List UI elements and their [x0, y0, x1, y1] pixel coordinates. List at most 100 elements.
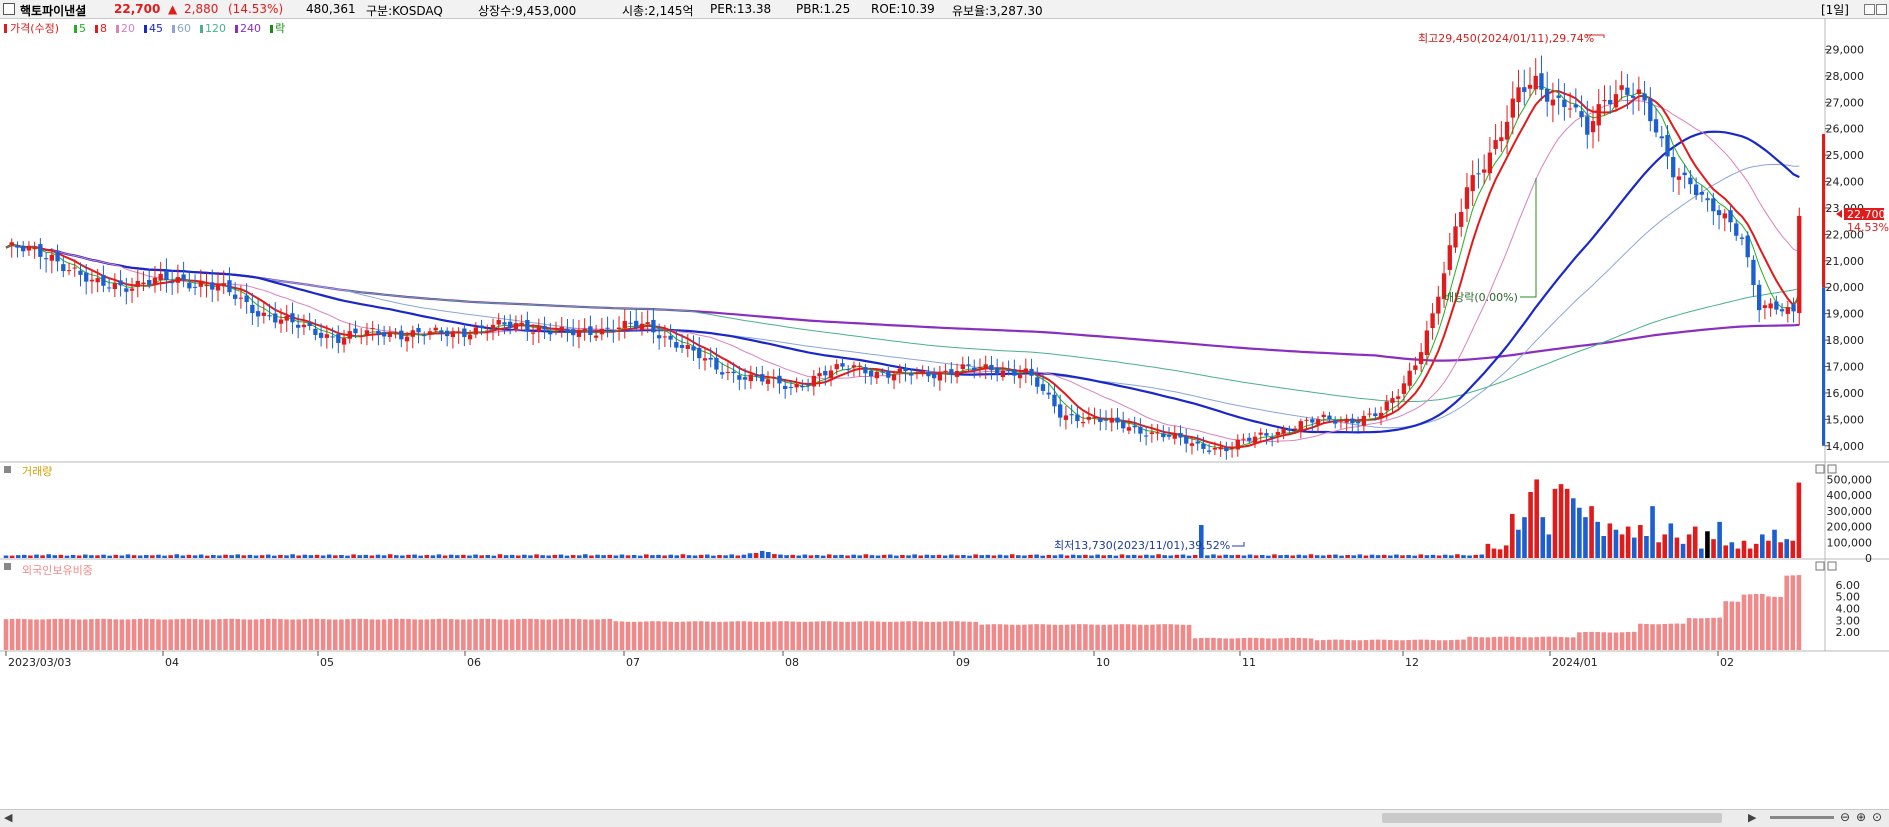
foreign-ratio-bar: [52, 618, 58, 650]
zoom-slider[interactable]: [1770, 816, 1834, 819]
candle-body: [1648, 99, 1653, 122]
foreign-ratio-bar: [717, 621, 722, 650]
volume-tick-label: 300,000: [1827, 505, 1873, 518]
foreign-ratio-bar: [753, 621, 759, 650]
volume-bar: [70, 555, 76, 558]
candle-body: [250, 304, 255, 313]
legend-ma-swatch: [116, 25, 119, 33]
foreign-ratio-bar: [906, 621, 911, 650]
close-icon[interactable]: [1876, 4, 1887, 15]
volume-bar: [1125, 555, 1131, 558]
volume-bar: [320, 555, 326, 558]
volume-bar: [308, 555, 314, 558]
foreign-ratio-bar: [686, 621, 692, 650]
foreign-panel-title: 외국인보유비중: [22, 564, 93, 577]
volume-bar: [674, 555, 680, 558]
ma-5-line: [5, 85, 1800, 450]
candle-body: [742, 377, 748, 380]
legend-ma-20: 20: [121, 22, 135, 35]
foreign-ratio-bar: [369, 619, 375, 650]
candle-body: [66, 270, 72, 272]
volume-bar: [900, 555, 905, 558]
reserve-ratio: 유보율:3,287.30: [952, 4, 1043, 18]
volume-bar: [1613, 529, 1619, 558]
volume-bar: [1223, 554, 1228, 558]
volume-bar: [107, 555, 112, 558]
zoom-reset-icon[interactable]: ⊙: [1872, 810, 1883, 824]
candle-body: [525, 320, 530, 332]
candle-body: [101, 274, 106, 286]
ex-div-pointer: [1520, 178, 1537, 298]
volume-bar: [1442, 554, 1448, 558]
volume-bar: [1290, 555, 1296, 558]
stock-chart[interactable]: 14,000 15,000 16,000 17,000 18,000 19,000 20,0…: [0, 18, 1889, 809]
date-tick-label: 09: [956, 656, 970, 669]
volume-bar: [46, 554, 51, 558]
horizontal-scrollbar[interactable]: ◀ ▶ ⊖ ⊕ ⊙: [0, 809, 1889, 827]
price-tick-label: 21,000: [1826, 255, 1865, 268]
foreign-ratio-bar: [698, 621, 704, 650]
foreign-ratio-bar: [162, 619, 167, 650]
stock-name[interactable]: 핵토파이낸셜: [20, 4, 87, 18]
candle-body: [536, 327, 541, 332]
candle-body: [38, 244, 43, 257]
select-checkbox[interactable]: [3, 3, 15, 15]
zoom-in-icon[interactable]: ⊕: [1856, 810, 1867, 824]
candle-body: [691, 346, 696, 351]
volume-bar: [1503, 545, 1509, 558]
foreign-ratio-bar: [40, 619, 45, 650]
candle-body: [897, 368, 902, 373]
candle-body: [9, 242, 14, 246]
scroll-thumb[interactable]: [1382, 813, 1722, 823]
volume-bar: [1314, 555, 1320, 558]
candle-body: [1476, 173, 1481, 175]
price-tag-pointer: [1836, 210, 1842, 218]
foreign-ratio-bar: [662, 621, 667, 650]
candle-body: [1619, 85, 1624, 90]
scroll-right-icon[interactable]: ▶: [1748, 811, 1757, 824]
legend-ma-8: 8: [100, 22, 107, 35]
candle-body: [233, 294, 238, 299]
foreign-ratio-bar: [89, 619, 94, 650]
candle-body: [508, 321, 513, 328]
volume-bar: [34, 554, 39, 558]
candle-body: [1080, 421, 1086, 424]
foreign-ratio-bar: [546, 619, 552, 650]
candle-body: [364, 330, 370, 335]
foreign-ratio-bar: [442, 618, 448, 650]
period-selector[interactable]: [1일]: [1820, 3, 1849, 17]
candle-body: [1075, 414, 1080, 422]
candle-body: [1063, 415, 1069, 420]
moving-average-lines: [5, 85, 1801, 450]
volume-bars: [3, 479, 1802, 558]
scroll-left-icon[interactable]: ◀: [4, 811, 13, 824]
foreign-ratio-bar: [82, 619, 88, 650]
volume-bar: [1729, 542, 1735, 558]
foreign-ratio-bar: [1278, 638, 1283, 650]
candle-body: [1722, 213, 1727, 219]
foreign-ratio-bar: [711, 621, 716, 650]
candle-body: [851, 365, 857, 368]
foreign-ratio-bar: [613, 621, 619, 650]
foreign-ratio-bar: [784, 621, 789, 650]
foreign-ratio-bar: [1284, 637, 1289, 650]
foreign-ratio-bar: [1577, 632, 1582, 650]
minimize-icon[interactable]: [1864, 4, 1875, 15]
candle-body: [616, 327, 622, 330]
candle-body: [227, 280, 232, 293]
foreign-ratio-bar: [1119, 624, 1125, 650]
volume-bar: [668, 554, 674, 558]
candle-body: [261, 312, 266, 316]
foreign-ratio-bar: [1211, 637, 1216, 650]
foreign-ratio-bar: [1369, 639, 1375, 650]
foreign-ratio-bar: [400, 618, 405, 650]
volume-bar: [95, 555, 100, 558]
zoom-out-icon[interactable]: ⊖: [1840, 810, 1851, 824]
volume-bar: [1436, 555, 1442, 558]
legend-ma-swatch: [235, 25, 238, 33]
volume-bar: [412, 554, 417, 558]
candle-body: [1567, 108, 1573, 110]
volume-bar: [351, 554, 356, 558]
candle-body: [1413, 365, 1418, 370]
volume-bar: [979, 555, 985, 558]
